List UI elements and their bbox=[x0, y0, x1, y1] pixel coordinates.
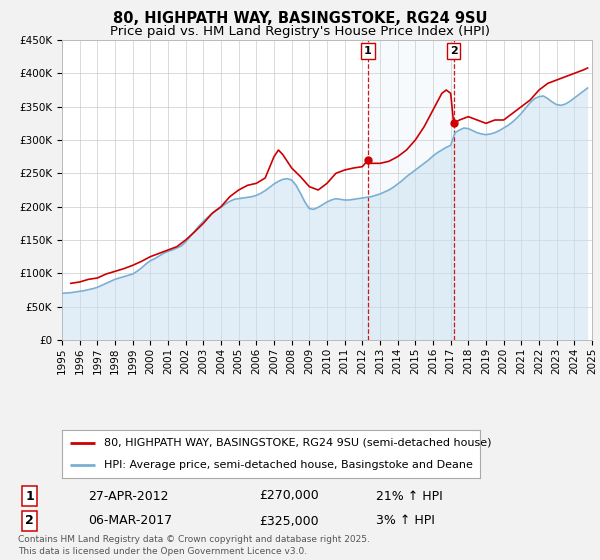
Text: Price paid vs. HM Land Registry's House Price Index (HPI): Price paid vs. HM Land Registry's House … bbox=[110, 25, 490, 38]
Text: 2: 2 bbox=[450, 46, 458, 56]
Text: £270,000: £270,000 bbox=[259, 489, 319, 502]
Text: 2: 2 bbox=[25, 515, 34, 528]
Text: 1: 1 bbox=[25, 489, 34, 502]
Text: £325,000: £325,000 bbox=[259, 515, 319, 528]
Text: 21% ↑ HPI: 21% ↑ HPI bbox=[376, 489, 443, 502]
Text: 06-MAR-2017: 06-MAR-2017 bbox=[88, 515, 172, 528]
Text: Contains HM Land Registry data © Crown copyright and database right 2025.
This d: Contains HM Land Registry data © Crown c… bbox=[18, 535, 370, 556]
Text: 80, HIGHPATH WAY, BASINGSTOKE, RG24 9SU: 80, HIGHPATH WAY, BASINGSTOKE, RG24 9SU bbox=[113, 11, 487, 26]
Bar bbox=[368, 40, 454, 340]
Text: 80, HIGHPATH WAY, BASINGSTOKE, RG24 9SU (semi-detached house): 80, HIGHPATH WAY, BASINGSTOKE, RG24 9SU … bbox=[104, 438, 491, 448]
Text: 27-APR-2012: 27-APR-2012 bbox=[88, 489, 169, 502]
Text: 1: 1 bbox=[364, 46, 372, 56]
Text: HPI: Average price, semi-detached house, Basingstoke and Deane: HPI: Average price, semi-detached house,… bbox=[104, 460, 473, 470]
Text: 3% ↑ HPI: 3% ↑ HPI bbox=[376, 515, 436, 528]
